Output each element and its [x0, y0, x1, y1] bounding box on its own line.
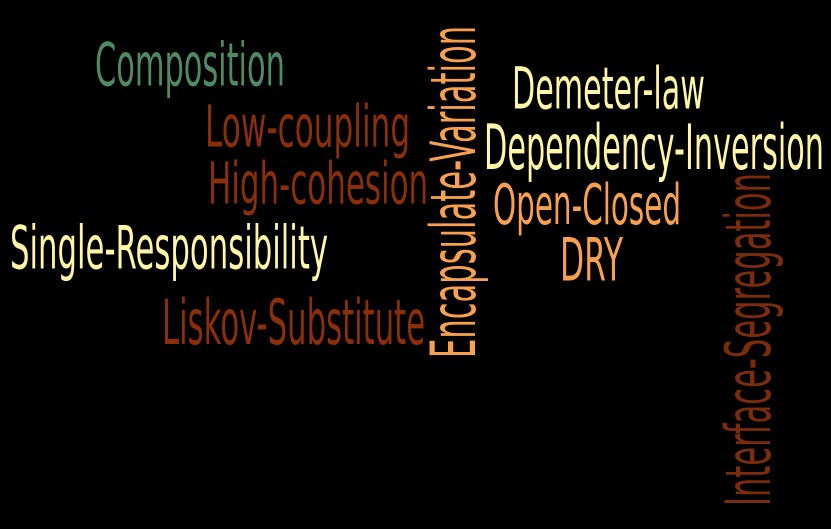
word-high-cohesion: High-cohesion: [208, 149, 429, 218]
word-single-responsibility: Single-Responsibility: [10, 212, 329, 283]
word-open-closed: Open-Closed: [493, 171, 682, 238]
word-interface-segregation: Interface-Segregation: [712, 172, 785, 506]
word-demeter-law: Demeter-law: [512, 54, 705, 123]
word-liskov-substitute: Liskov-Substitute: [162, 286, 426, 359]
word-low-coupling: Low-coupling: [205, 92, 411, 161]
word-composition: Composition: [95, 29, 285, 100]
word-dry: DRY: [560, 224, 624, 295]
word-dependency-inversion: Dependency-Inversion: [484, 111, 824, 184]
word-encapsulate-variation: Encapsulate-Variation: [417, 25, 490, 358]
